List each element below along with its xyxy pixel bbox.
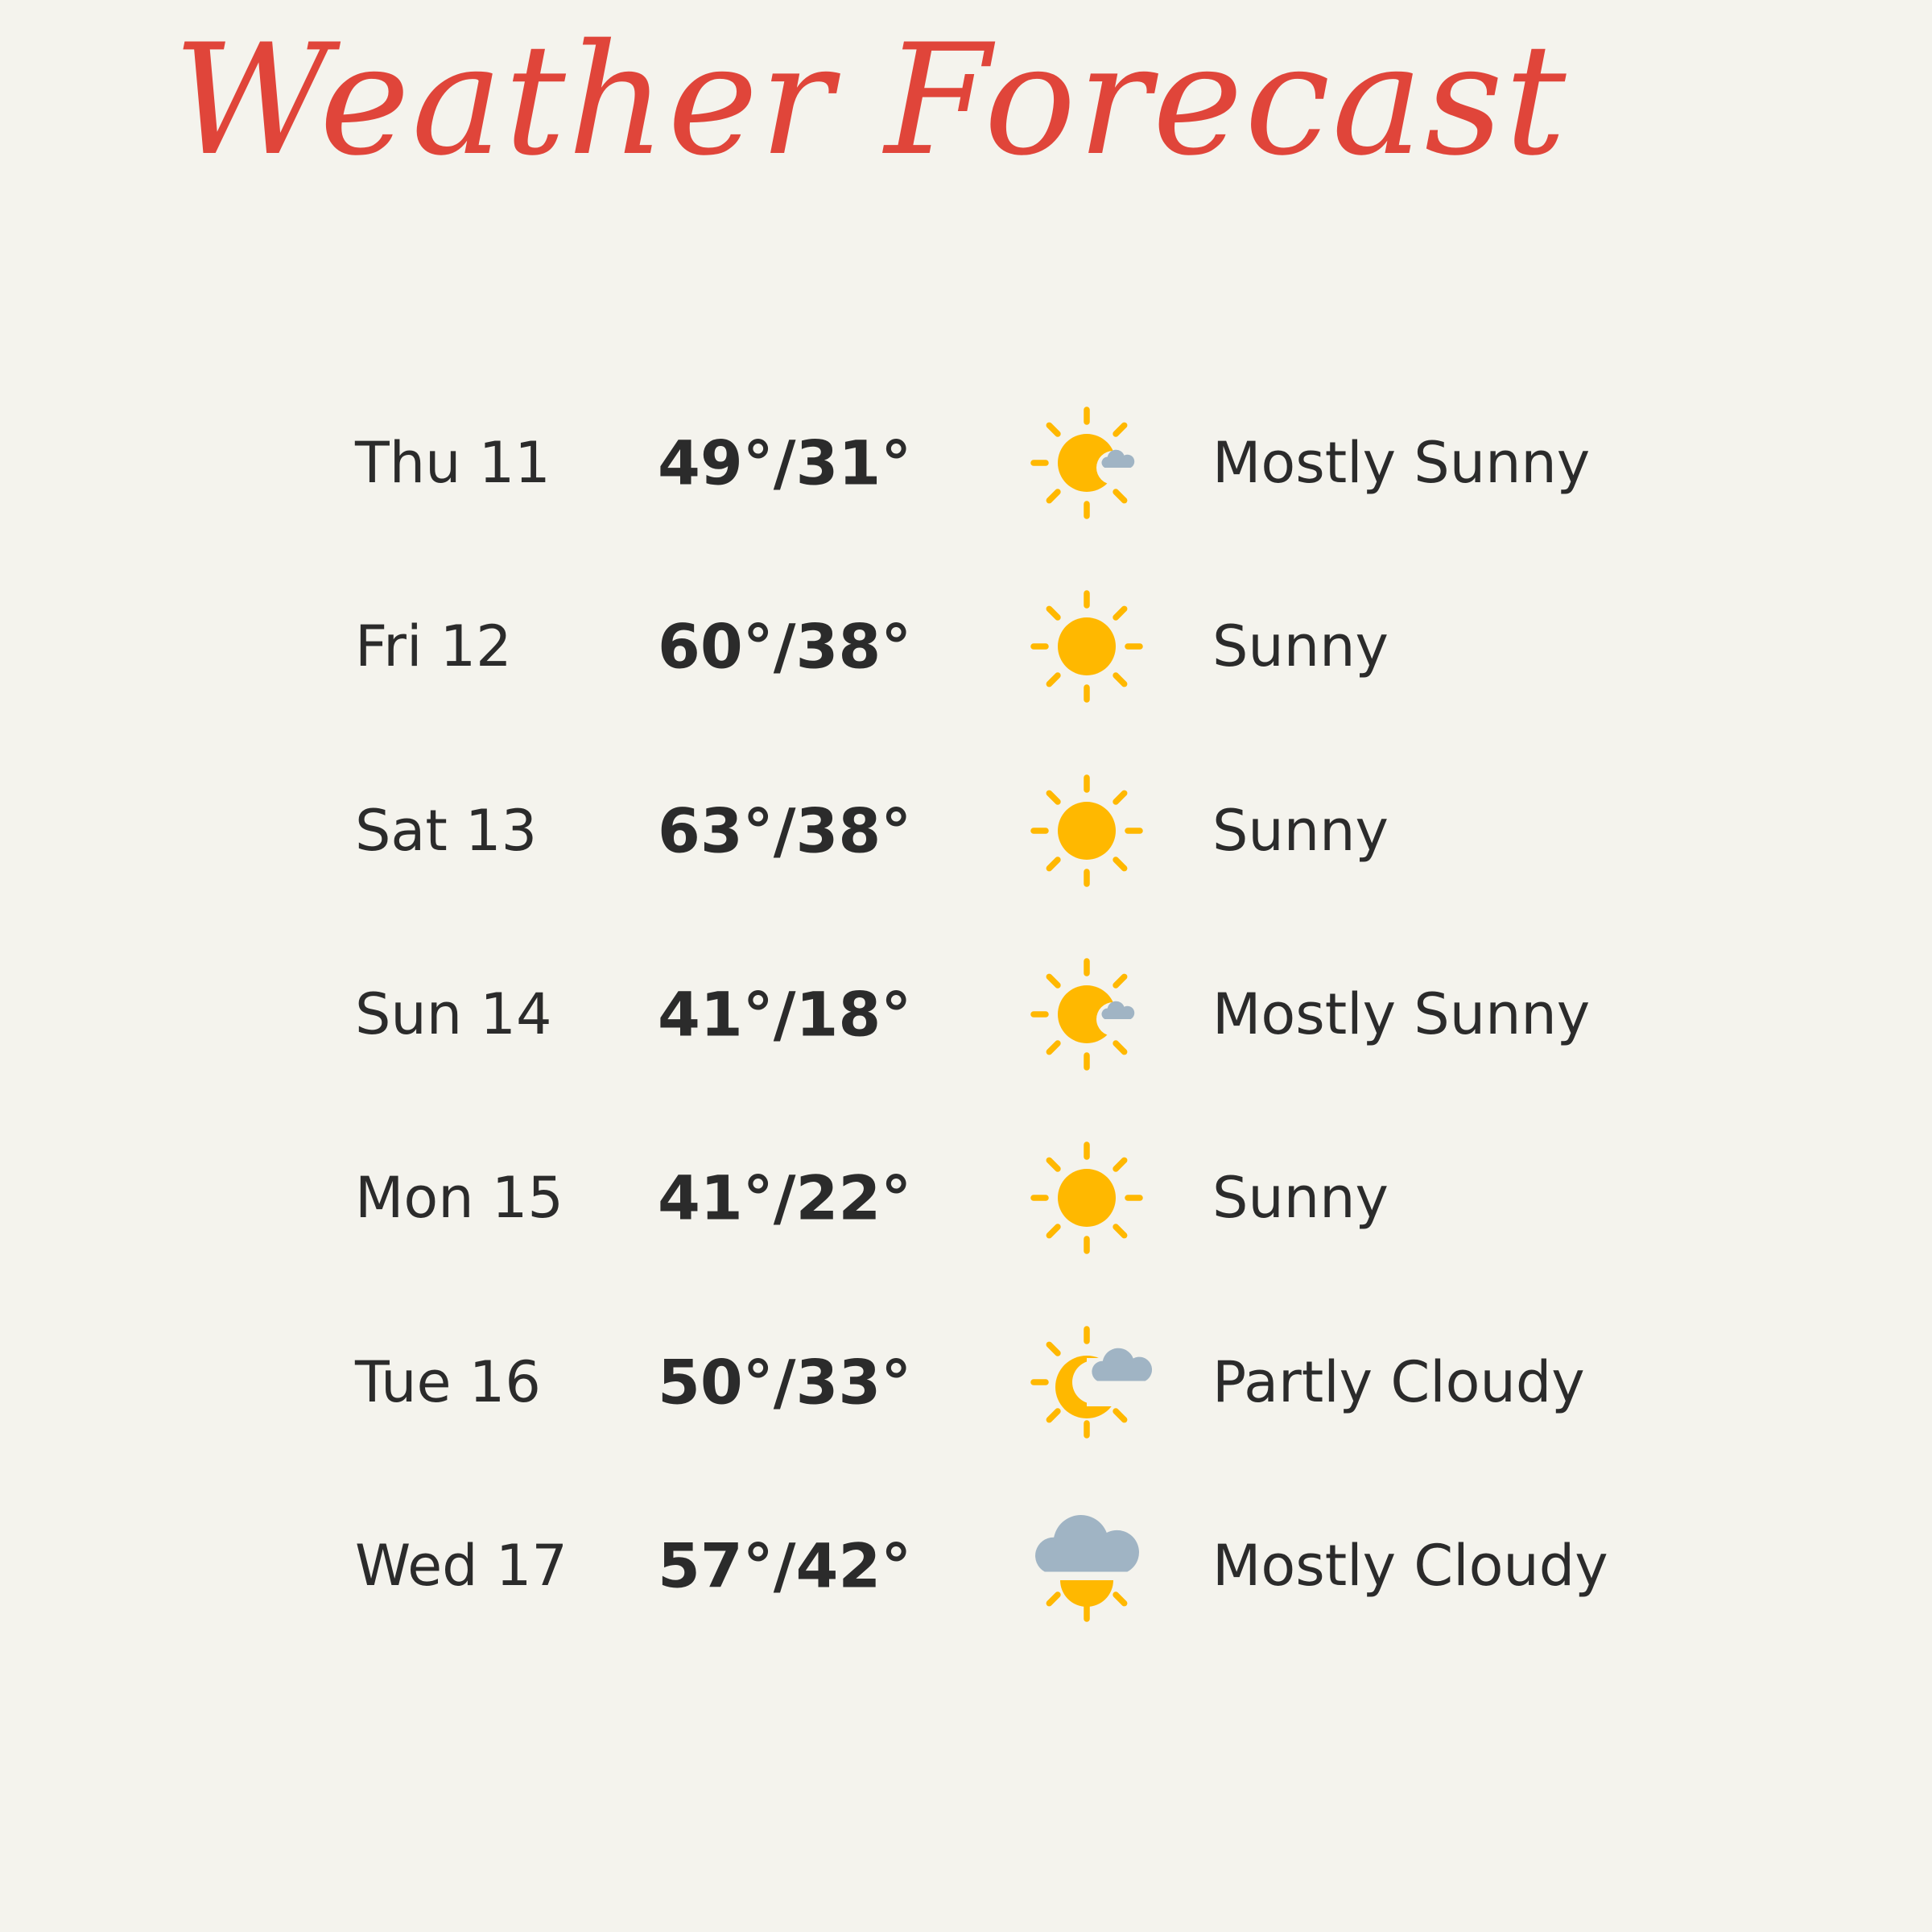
- condition-label: Mostly Cloudy: [1212, 1532, 1608, 1599]
- condition-label: Mostly Sunny: [1212, 430, 1591, 496]
- forecast-row: Mon 15 41°/22° Sunny: [0, 1117, 1932, 1278]
- temperature-range: 41°/18°: [658, 978, 912, 1051]
- condition-label: Partly Cloudy: [1212, 1348, 1585, 1415]
- day-label: Sun 14: [355, 980, 552, 1047]
- forecast-row: Fri 12 60°/38° Sunny: [0, 566, 1932, 727]
- mostly-sunny-icon: [1030, 958, 1135, 1071]
- temperature-range: 50°/33°: [658, 1346, 912, 1418]
- day-label: Mon 15: [355, 1165, 564, 1232]
- temperature-range: 57°/42°: [658, 1530, 912, 1602]
- mostly-cloudy-icon: [1035, 1514, 1139, 1622]
- sunny-icon: [1030, 1141, 1143, 1254]
- condition-label: Sunny: [1212, 797, 1389, 864]
- day-label: Tue 16: [355, 1348, 541, 1415]
- mostly-sunny-icon: [1030, 407, 1135, 519]
- temperature-range: 49°/31°: [658, 427, 912, 499]
- temperature-range: 60°/38°: [658, 610, 912, 683]
- forecast-row: Thu 11 49°/31° Mostly Sunny: [0, 382, 1932, 543]
- day-label: Thu 11: [355, 430, 551, 496]
- temperature-range: 41°/22°: [658, 1162, 912, 1234]
- forecast-row: Wed 17 57°/42° Mostly Cloudy: [0, 1485, 1932, 1646]
- day-label: Fri 12: [355, 613, 512, 680]
- forecast-row: Sun 14 41°/18° Mostly Sunny: [0, 934, 1932, 1095]
- partly-cloudy-icon: [1030, 1325, 1153, 1439]
- sunny-icon: [1030, 590, 1143, 704]
- page-title: Weather Forecast: [173, 11, 1568, 189]
- condition-label: Mostly Sunny: [1212, 980, 1591, 1047]
- forecast-row: Sat 13 63°/38° Sunny: [0, 750, 1932, 911]
- day-label: Sat 13: [355, 797, 538, 864]
- temperature-range: 63°/38°: [658, 795, 912, 867]
- condition-label: Sunny: [1212, 613, 1389, 680]
- day-label: Wed 17: [355, 1532, 568, 1599]
- condition-label: Sunny: [1212, 1165, 1389, 1232]
- forecast-row: Tue 16 50°/33° Partly Cloudy: [0, 1302, 1932, 1463]
- sunny-icon: [1030, 774, 1143, 887]
